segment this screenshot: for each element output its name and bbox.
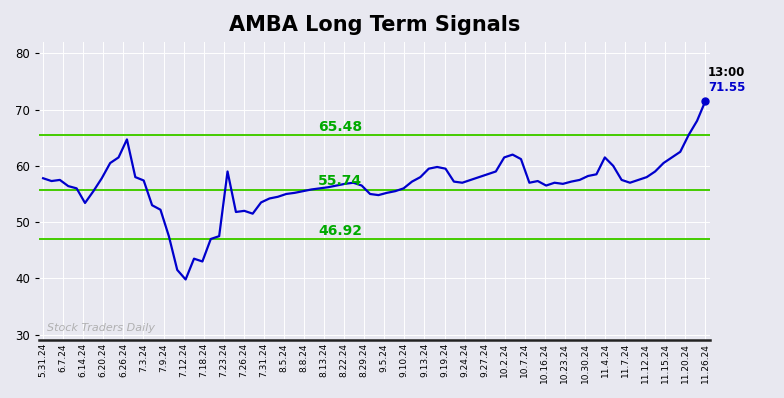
Text: Stock Traders Daily: Stock Traders Daily [47,323,155,333]
Text: 46.92: 46.92 [318,224,362,238]
Title: AMBA Long Term Signals: AMBA Long Term Signals [229,15,520,35]
Text: 13:00: 13:00 [708,66,746,78]
Text: 55.74: 55.74 [318,174,362,188]
Text: 65.48: 65.48 [318,119,362,134]
Text: 71.55: 71.55 [708,81,746,94]
